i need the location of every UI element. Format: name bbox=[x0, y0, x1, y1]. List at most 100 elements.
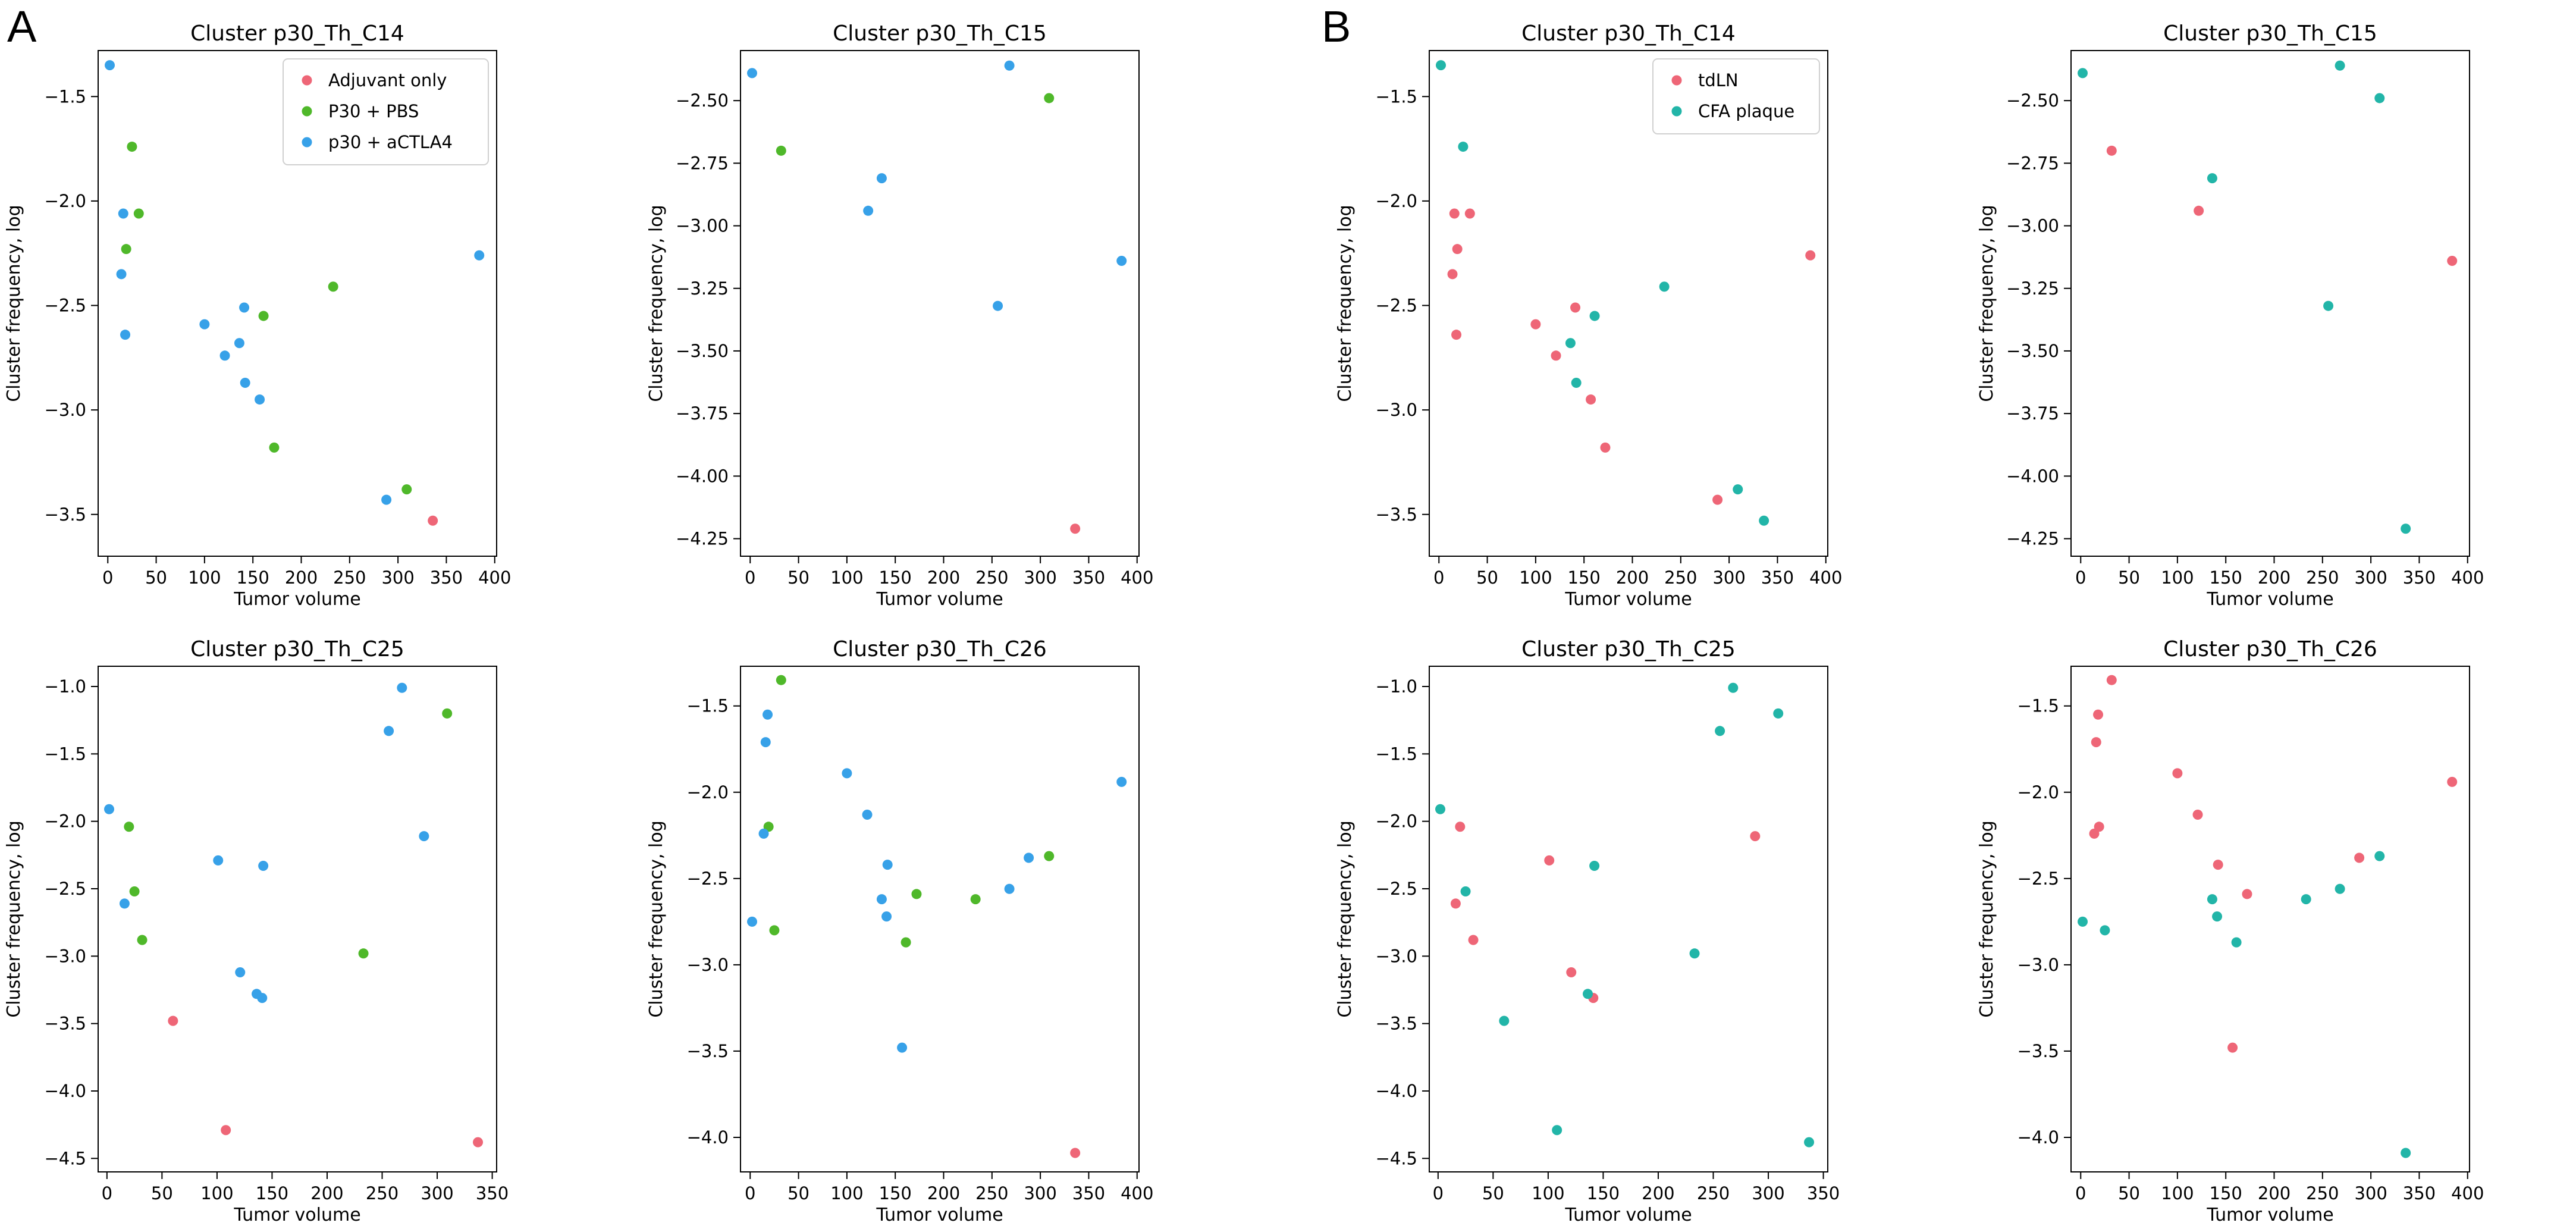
data-point bbox=[137, 935, 148, 945]
data-point bbox=[2401, 1148, 2411, 1158]
data-point bbox=[2091, 737, 2101, 748]
data-point bbox=[258, 311, 269, 321]
data-point bbox=[221, 1125, 231, 1136]
x-tick-label: 50 bbox=[2118, 568, 2140, 588]
data-point bbox=[747, 916, 758, 927]
y-tick-label: −4.5 bbox=[45, 1148, 86, 1168]
data-point bbox=[257, 993, 268, 1004]
y-tick-label: −3.5 bbox=[1376, 504, 1417, 525]
y-tick-label: −3.25 bbox=[676, 278, 729, 299]
data-point bbox=[763, 709, 773, 720]
x-tick-label: 250 bbox=[366, 1183, 399, 1203]
x-tick-label: 150 bbox=[879, 1183, 912, 1203]
data-point bbox=[116, 269, 127, 280]
y-tick-label: −1.5 bbox=[687, 696, 729, 716]
data-point bbox=[862, 809, 873, 820]
y-tick-label: −3.75 bbox=[676, 403, 729, 424]
chart-title: Cluster p30_Th_C14 bbox=[190, 21, 404, 46]
y-tick-label: −2.50 bbox=[676, 90, 729, 111]
x-tick-label: 100 bbox=[2161, 568, 2194, 588]
x-tick-label: 50 bbox=[151, 1183, 173, 1203]
data-point bbox=[255, 394, 265, 405]
y-tick-label: −1.0 bbox=[1376, 676, 1417, 697]
x-tick-label: 300 bbox=[1024, 1183, 1056, 1203]
data-point bbox=[397, 682, 407, 693]
x-tick-label: 200 bbox=[927, 1183, 960, 1203]
data-point bbox=[1044, 93, 1055, 104]
data-point bbox=[442, 708, 453, 719]
data-point bbox=[1804, 1137, 1815, 1148]
x-tick-label: 300 bbox=[381, 568, 414, 588]
x-tick-label: 300 bbox=[1752, 1183, 1784, 1203]
legend: Adjuvant only P30 + PBS p30 + aCTLA4 bbox=[283, 58, 489, 165]
data-point bbox=[127, 142, 137, 152]
y-tick-label: −4.25 bbox=[676, 529, 729, 549]
scatter-plot-4: Cluster p30_Th_C26 0 50 100 150 200 250 300 350 4… bbox=[646, 637, 1153, 1225]
data-point bbox=[401, 484, 412, 495]
data-point bbox=[119, 898, 130, 909]
x-tick-label: 100 bbox=[1532, 1183, 1564, 1203]
data-point bbox=[911, 889, 922, 899]
x-axis-label: Tumor volume bbox=[876, 589, 1003, 610]
x-tick-label: 400 bbox=[1121, 568, 1153, 588]
y-tick-label: −3.00 bbox=[676, 216, 729, 236]
data-point bbox=[118, 208, 128, 219]
x-tick-label: 50 bbox=[787, 1183, 809, 1203]
x-tick-label: 250 bbox=[2306, 1183, 2339, 1203]
y-tick-label: −1.5 bbox=[2017, 696, 2059, 716]
x-tick-label: 150 bbox=[2210, 1183, 2242, 1203]
y-tick-label: −2.0 bbox=[2017, 782, 2059, 802]
x-tick-label: 200 bbox=[2258, 1183, 2291, 1203]
x-tick-label: 150 bbox=[256, 1183, 288, 1203]
y-tick-label: −3.0 bbox=[2017, 955, 2059, 975]
data-point bbox=[760, 737, 771, 748]
y-tick-label: −2.0 bbox=[45, 191, 86, 211]
plot-frame bbox=[1429, 666, 1828, 1172]
data-point bbox=[1552, 1125, 1562, 1136]
data-point bbox=[269, 442, 280, 453]
y-tick-label: −3.0 bbox=[1376, 946, 1417, 966]
data-point bbox=[1551, 350, 1561, 361]
legend-marker bbox=[302, 137, 312, 148]
x-tick-label: 200 bbox=[285, 568, 318, 588]
plot-frame bbox=[2070, 666, 2470, 1172]
panel-label-b: B bbox=[1322, 2, 1351, 51]
x-tick-label: 350 bbox=[1761, 568, 1794, 588]
legend-marker bbox=[302, 106, 312, 117]
y-tick-label: −3.0 bbox=[45, 946, 86, 966]
y-tick-label: −2.0 bbox=[45, 811, 86, 832]
data-point bbox=[1468, 935, 1479, 945]
x-axis-label: Tumor volume bbox=[2206, 589, 2333, 610]
data-point bbox=[1715, 726, 1725, 736]
data-point bbox=[970, 894, 981, 905]
chart-title: Cluster p30_Th_C15 bbox=[2163, 21, 2377, 46]
legend-entry: P30 + PBS bbox=[328, 101, 419, 121]
x-tick-label: 0 bbox=[745, 1183, 755, 1203]
data-point bbox=[1070, 1148, 1081, 1158]
data-point bbox=[758, 828, 769, 839]
data-point bbox=[1659, 281, 1670, 292]
scatter-plot-3: Cluster p30_Th_C25 0 50 100 150 200 250 300 350 −… bbox=[4, 637, 509, 1225]
y-tick-label: −3.75 bbox=[2006, 403, 2059, 424]
data-point bbox=[1583, 989, 1593, 999]
data-point bbox=[2078, 916, 2088, 927]
x-tick-label: 0 bbox=[2075, 1183, 2086, 1203]
y-tick-label: −4.0 bbox=[2017, 1127, 2059, 1148]
x-tick-label: 350 bbox=[476, 1183, 509, 1203]
plot-frame bbox=[1429, 50, 1828, 557]
x-tick-label: 300 bbox=[421, 1183, 453, 1203]
data-point bbox=[240, 377, 250, 388]
data-point bbox=[1070, 523, 1081, 534]
x-tick-label: 400 bbox=[1121, 1183, 1153, 1203]
data-point bbox=[1566, 967, 1577, 978]
data-point bbox=[1805, 250, 1816, 261]
x-tick-label: 350 bbox=[2403, 1183, 2436, 1203]
data-point bbox=[1458, 142, 1469, 152]
data-point bbox=[1460, 886, 1471, 897]
x-tick-label: 250 bbox=[975, 568, 1008, 588]
data-point bbox=[1455, 822, 1466, 832]
x-axis-label: Tumor volume bbox=[876, 1205, 1003, 1225]
x-tick-label: 300 bbox=[1024, 568, 1056, 588]
data-point bbox=[1589, 860, 1600, 871]
x-tick-label: 350 bbox=[1072, 568, 1105, 588]
